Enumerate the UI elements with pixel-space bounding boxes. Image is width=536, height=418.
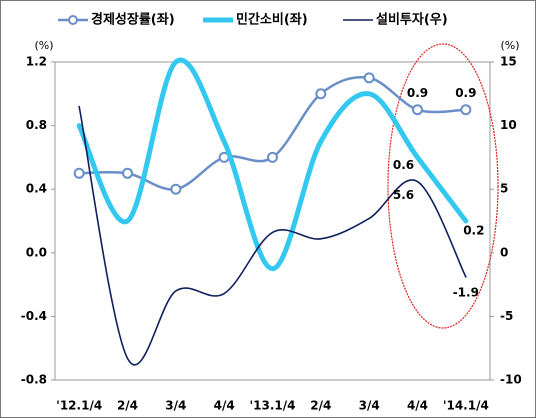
data-label: 0.6 <box>393 158 414 172</box>
point-marker <box>363 72 375 84</box>
legend-marker <box>68 15 78 25</box>
y-tick-label: 1.2 <box>26 55 47 69</box>
y-tick-label: -0.8 <box>21 373 47 387</box>
x-tick-label: '14.1/4 <box>443 399 489 413</box>
y-axis-label: (%) <box>34 39 53 52</box>
y2-tick-label: -5 <box>500 309 513 323</box>
y2-tick-label: 10 <box>500 118 517 132</box>
y-tick-label: 0.0 <box>26 245 47 259</box>
point-marker <box>170 183 182 195</box>
point-marker <box>122 167 133 179</box>
point-marker <box>412 104 423 116</box>
y2-axis-label: (%) <box>500 39 519 52</box>
point-marker <box>315 88 327 100</box>
point-marker <box>460 104 472 116</box>
y-tick-label: 0.8 <box>26 118 47 132</box>
x-tick-label: '12.1/4 <box>56 399 102 413</box>
x-tick-label: 2/4 <box>117 399 138 413</box>
y2-tick-label: -10 <box>500 373 522 387</box>
y2-tick-label: 5 <box>500 182 508 196</box>
y2-tick-label: 15 <box>500 55 517 69</box>
y-tick-label: -0.4 <box>21 309 47 323</box>
x-tick-label: 3/4 <box>165 399 186 413</box>
data-label: 0.9 <box>407 86 428 100</box>
y-tick-label: 0.4 <box>26 182 47 196</box>
legend-text: 설비투자(우) <box>376 13 448 28</box>
plot-border <box>54 61 491 381</box>
data-label: 0.9 <box>455 86 476 100</box>
series-line <box>78 105 467 366</box>
x-tick-label: '13.1/4 <box>249 399 295 413</box>
legend-text: 민간소비(좌) <box>236 12 308 28</box>
series-line <box>76 57 469 272</box>
y2-tick-label: 0 <box>500 245 508 259</box>
highlight-ellipse <box>387 43 499 329</box>
legend-text: 경제성장률(좌) <box>91 12 175 28</box>
x-tick-label: 3/4 <box>359 399 380 413</box>
data-label: 0.2 <box>463 224 484 238</box>
data-label: 5.6 <box>393 188 414 202</box>
x-tick-label: 2/4 <box>310 399 331 413</box>
point-marker <box>267 151 278 163</box>
data-label: -1.9 <box>453 285 479 299</box>
x-tick-label: 4/4 <box>214 399 235 413</box>
x-tick-label: 4/4 <box>407 399 428 413</box>
point-marker <box>73 167 85 179</box>
